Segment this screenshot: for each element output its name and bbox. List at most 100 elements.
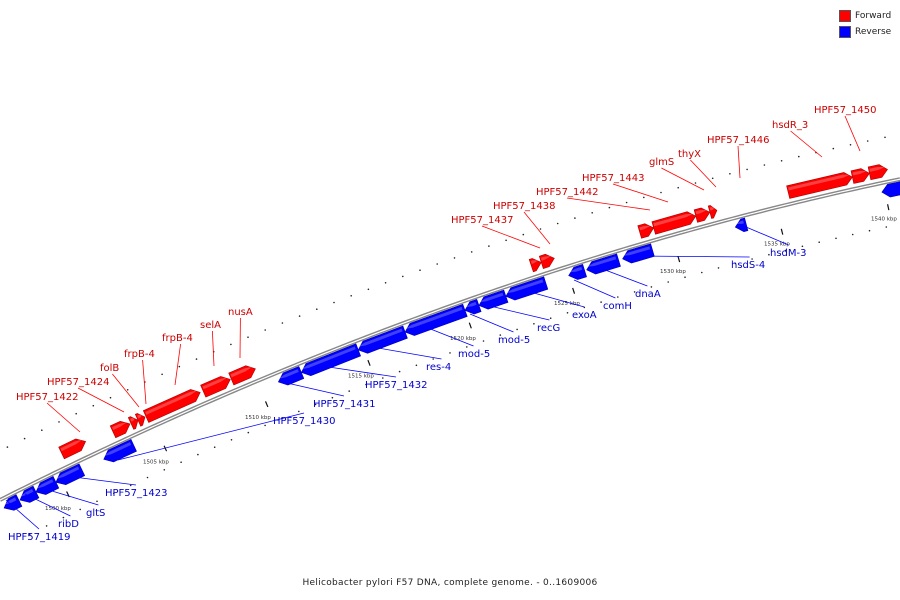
gene-shading	[622, 246, 651, 256]
background-dot	[851, 233, 854, 236]
label-leader	[523, 211, 551, 245]
background-dot	[129, 484, 132, 487]
reverse-gene-4	[103, 439, 137, 463]
background-dot	[146, 476, 149, 479]
forward-gene-5	[200, 376, 231, 398]
forward-gene-8	[538, 253, 555, 269]
gene-shading	[145, 390, 197, 415]
gene-shading	[60, 439, 83, 452]
background-dot	[694, 182, 697, 184]
gene-shading	[505, 279, 544, 294]
gene-shading	[112, 422, 127, 430]
gene-label-hpf57_1437: HPF57_1437	[451, 215, 513, 226]
reverse-swatch	[839, 26, 851, 38]
background-dot	[348, 390, 351, 392]
gene-shading	[709, 207, 715, 211]
scale-tick-label: 1515 kbp	[348, 374, 374, 380]
label-leader	[142, 359, 147, 405]
gene-label-mod-5: mod-5	[498, 335, 530, 346]
scale-tick-label: 1520 kbp	[450, 336, 476, 342]
background-dot	[729, 173, 731, 175]
gene-shading	[479, 292, 504, 303]
label-leader	[174, 343, 181, 386]
gene-label-thyx: thyX	[678, 149, 701, 160]
background-dot	[415, 364, 418, 367]
gene-label-hpf57_1431: HPF57_1431	[313, 399, 375, 410]
reverse-gene-9	[464, 299, 482, 315]
forward-swatch	[839, 10, 851, 22]
background-dot	[835, 237, 837, 240]
background-dot	[763, 164, 766, 166]
reverse-gene-11	[505, 276, 549, 301]
reverse-gene-2	[35, 475, 60, 495]
forward-gene-11	[693, 207, 711, 223]
background-dot	[92, 404, 95, 407]
forward-gene-15	[867, 164, 888, 181]
legend-forward: Forward	[839, 9, 891, 23]
genome-caption: Helicobacter pylori F57 DNA, complete ge…	[302, 578, 598, 588]
label-leader	[844, 115, 861, 152]
label-leader	[573, 279, 616, 299]
reverse-gene-12	[568, 264, 587, 280]
background-dot	[178, 365, 181, 368]
background-dot	[488, 245, 490, 247]
background-dot	[600, 301, 602, 303]
background-dot	[549, 317, 552, 320]
background-dot	[591, 212, 593, 214]
gene-shading	[869, 167, 885, 172]
reverse-gene-10	[478, 289, 509, 310]
background-dot	[113, 492, 115, 495]
background-dot	[298, 315, 301, 317]
background-dot	[58, 421, 60, 423]
backbone-highlight	[0, 178, 900, 501]
label-leader	[77, 387, 125, 413]
background-dot	[298, 410, 300, 413]
gene-shading	[55, 466, 80, 480]
scale-ticks: 1500 kbp 1505 kbp 1510 kbp 1515 kbp 1520 kbp…	[45, 204, 897, 512]
gene-label-hpf57_1446: HPF57_1446	[707, 135, 769, 146]
background-dot	[75, 412, 77, 415]
gene-label-ribd: ribD	[58, 519, 79, 530]
reverse-gene-0	[3, 494, 23, 511]
label-leader	[481, 225, 541, 249]
background-dot	[333, 301, 335, 304]
gene-label-hpf57_1442: HPF57_1442	[536, 187, 598, 198]
gene-shading	[405, 306, 463, 329]
background-dot	[316, 308, 318, 311]
gene-label-hpf57_1423: HPF57_1423	[105, 488, 167, 499]
label-leader	[41, 487, 99, 506]
label-leader	[5, 499, 40, 530]
gene-label-frpb-4: frpB-4	[162, 333, 193, 344]
background-dot	[849, 144, 852, 146]
gene-shading	[230, 366, 253, 378]
label-leader	[286, 382, 345, 397]
gene-shading	[735, 220, 744, 224]
background-dot	[365, 383, 367, 386]
background-dot	[402, 275, 404, 278]
background-dot	[866, 140, 869, 142]
background-dot	[677, 186, 679, 189]
background-dot	[96, 500, 98, 503]
reverse-gene-13	[586, 253, 621, 275]
background-dot	[574, 217, 576, 219]
gene-label-hpf57_1419: HPF57_1419	[8, 532, 70, 543]
gene-label-comh: comH	[603, 301, 632, 312]
background-dot	[384, 282, 387, 284]
gene-shading	[3, 497, 17, 505]
background-dot	[180, 461, 182, 464]
background-dot	[717, 267, 720, 269]
label-leader	[612, 183, 669, 203]
scale-tick-mark	[264, 401, 269, 408]
background-dot	[398, 370, 401, 373]
gene-shading	[653, 213, 693, 227]
scale-tick-mark	[677, 256, 681, 263]
background-dot	[608, 206, 611, 209]
background-dot	[768, 253, 770, 256]
background-dot	[109, 396, 112, 399]
reverse-gene-6	[300, 343, 361, 377]
background-dot	[868, 229, 871, 232]
background-dots	[6, 136, 888, 536]
label-leader	[24, 493, 71, 517]
gene-shading	[695, 209, 708, 215]
genome-backbone	[0, 177, 900, 502]
